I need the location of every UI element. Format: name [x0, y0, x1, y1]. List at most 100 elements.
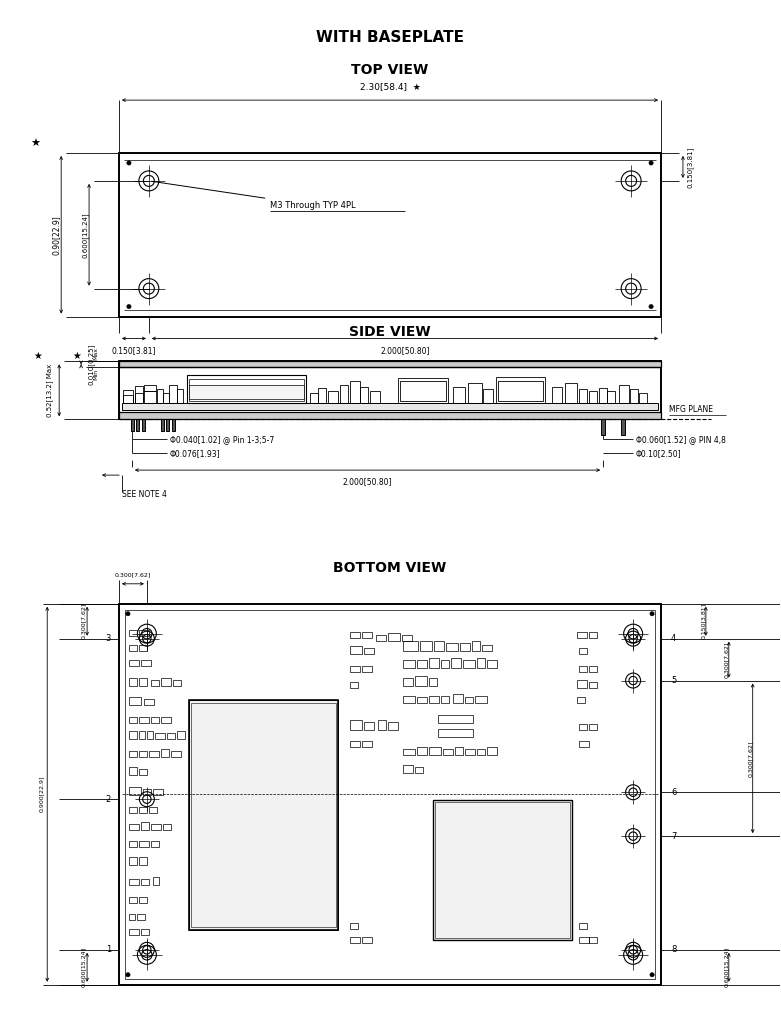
Bar	[129, 659, 139, 666]
Bar	[433, 800, 572, 940]
Bar	[476, 657, 485, 668]
Bar	[177, 731, 185, 739]
Circle shape	[127, 304, 131, 309]
Bar	[129, 767, 137, 775]
Text: SIDE VIEW: SIDE VIEW	[349, 326, 431, 340]
Bar	[141, 929, 149, 935]
Text: 2: 2	[105, 795, 111, 804]
Bar	[350, 666, 360, 672]
Text: 2.000[50.80]: 2.000[50.80]	[343, 477, 392, 486]
Text: WITH BASEPLATE: WITH BASEPLATE	[316, 30, 464, 45]
Bar	[433, 800, 572, 940]
Bar	[153, 877, 159, 885]
Bar	[388, 722, 398, 730]
Bar	[139, 752, 147, 758]
Bar	[129, 787, 141, 796]
Bar	[483, 389, 493, 403]
Bar	[129, 879, 139, 885]
Text: 5: 5	[671, 676, 676, 685]
Bar	[162, 393, 169, 403]
Bar	[417, 748, 427, 756]
Bar	[451, 657, 461, 668]
Bar	[476, 750, 485, 756]
Bar	[378, 721, 386, 730]
Text: 1: 1	[105, 945, 111, 954]
Bar	[123, 390, 133, 403]
Bar	[162, 824, 171, 830]
Bar	[129, 841, 137, 847]
Bar	[438, 716, 473, 723]
Bar	[415, 767, 423, 773]
Bar	[497, 381, 544, 401]
Bar	[350, 632, 360, 638]
Bar	[139, 897, 147, 903]
Bar	[580, 666, 587, 672]
Text: M3 Through TYP 4PL: M3 Through TYP 4PL	[152, 181, 356, 210]
Text: 0.300[7.62]: 0.300[7.62]	[748, 740, 753, 776]
Bar	[403, 641, 418, 650]
Bar	[129, 731, 137, 739]
Bar	[607, 391, 615, 403]
Bar	[129, 697, 141, 706]
Bar	[462, 659, 475, 668]
Bar	[166, 419, 169, 431]
Bar	[350, 721, 362, 730]
Text: Max: Max	[93, 347, 98, 360]
Bar	[400, 381, 446, 401]
Bar	[189, 385, 305, 399]
Bar	[364, 722, 374, 730]
Bar	[122, 403, 658, 411]
Bar	[129, 645, 137, 650]
Bar	[403, 695, 415, 703]
Bar	[429, 657, 439, 668]
Bar	[157, 389, 162, 403]
Text: 0.52[13.2] Max: 0.52[13.2] Max	[46, 364, 53, 417]
Bar	[137, 419, 139, 431]
Text: SEE NOTE 4: SEE NOTE 4	[122, 490, 167, 499]
Text: 0.010[0.25]: 0.010[0.25]	[88, 344, 95, 385]
Bar	[135, 393, 143, 403]
Bar	[350, 682, 358, 687]
Bar	[191, 703, 336, 927]
Bar	[141, 659, 151, 666]
Bar	[577, 632, 587, 638]
Bar	[388, 633, 400, 641]
Bar	[577, 697, 585, 703]
Bar	[601, 419, 605, 435]
Bar	[429, 748, 440, 756]
Bar	[119, 413, 661, 419]
Bar	[630, 389, 638, 403]
Bar	[129, 913, 135, 920]
Bar	[496, 378, 545, 403]
Bar	[590, 937, 597, 943]
Bar	[417, 697, 427, 703]
Bar	[364, 647, 374, 653]
Text: 0.150[3.81]: 0.150[3.81]	[112, 346, 156, 355]
Bar	[577, 680, 587, 687]
Bar	[319, 388, 326, 403]
Bar	[153, 790, 162, 796]
Bar	[135, 386, 143, 403]
Text: 2.000[50.80]: 2.000[50.80]	[380, 346, 430, 355]
Bar	[460, 643, 469, 650]
Bar	[147, 731, 153, 739]
Bar	[599, 388, 607, 403]
Bar	[398, 378, 448, 403]
Bar	[360, 387, 368, 403]
Bar	[465, 750, 475, 756]
Text: TOP VIEW: TOP VIEW	[351, 63, 429, 77]
Bar	[402, 635, 412, 641]
Bar	[429, 678, 437, 685]
Bar	[151, 841, 159, 847]
Bar	[151, 718, 159, 723]
Bar	[139, 731, 145, 739]
Bar	[403, 659, 415, 668]
Text: 2.30[58.4]  ★: 2.30[58.4] ★	[360, 82, 421, 91]
Bar	[350, 923, 358, 929]
Bar	[580, 923, 587, 929]
Text: 6: 6	[671, 787, 676, 797]
Text: 0.600[15.24]: 0.600[15.24]	[80, 947, 86, 987]
Bar	[590, 724, 597, 730]
Bar	[420, 641, 432, 650]
Bar	[415, 676, 427, 685]
